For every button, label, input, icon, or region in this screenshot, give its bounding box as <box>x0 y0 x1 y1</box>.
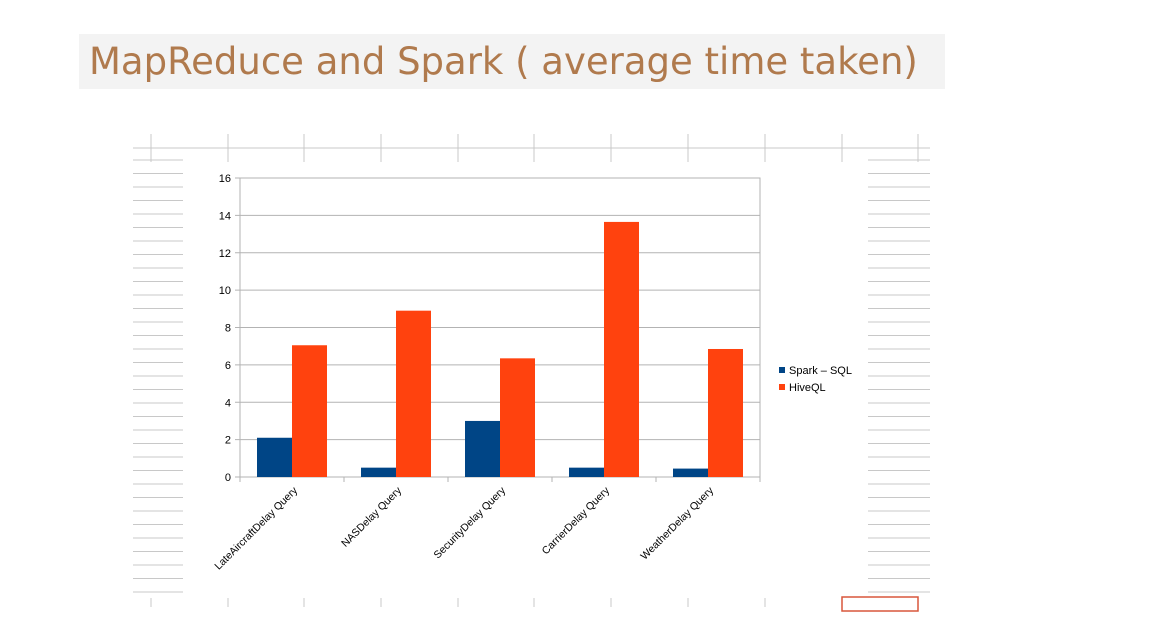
legend-label: Spark – SQL <box>789 365 852 377</box>
y-tick-label: 12 <box>219 248 231 260</box>
bar-marks <box>257 221 743 477</box>
bar <box>396 310 431 477</box>
bar <box>604 221 639 477</box>
bar <box>673 468 708 477</box>
legend-swatch <box>779 367 785 373</box>
legend-label: HiveQL <box>789 382 826 394</box>
x-category-label: NASDelay Query <box>339 484 405 550</box>
slide-title: MapReduce and Spark ( average time taken… <box>79 34 945 89</box>
y-tick-label: 2 <box>225 435 231 447</box>
y-tick-label: 14 <box>219 210 231 222</box>
bar <box>500 358 535 477</box>
y-axis-ticks: 0 2 4 6 8 10 12 14 16 <box>219 173 240 484</box>
x-category-label: SecurityDelay Query <box>432 484 509 561</box>
x-axis-ticks: LateAircraftDelay Query NASDelay Query Sec… <box>212 477 761 572</box>
bar <box>361 467 396 477</box>
x-category-label: LateAircraftDelay Query <box>212 484 300 572</box>
y-tick-label: 0 <box>225 472 231 484</box>
spreadsheet-background-grid <box>133 134 930 607</box>
x-category-label: WeatherDelay Query <box>638 484 716 562</box>
y-tick-label: 10 <box>219 285 231 297</box>
bar <box>569 467 604 477</box>
y-tick-label: 4 <box>225 397 231 409</box>
legend-swatch <box>779 384 785 390</box>
x-category-label: CarrierDelay Query <box>540 484 613 557</box>
y-tick-label: 16 <box>219 173 231 185</box>
y-tick-label: 8 <box>225 323 231 335</box>
chart-legend: Spark – SQL HiveQL <box>779 365 852 394</box>
bar <box>257 437 292 477</box>
selected-cell-outline <box>841 596 919 612</box>
y-tick-label: 6 <box>225 360 231 372</box>
bar <box>292 345 327 477</box>
bar <box>465 420 500 477</box>
bar <box>708 348 743 477</box>
